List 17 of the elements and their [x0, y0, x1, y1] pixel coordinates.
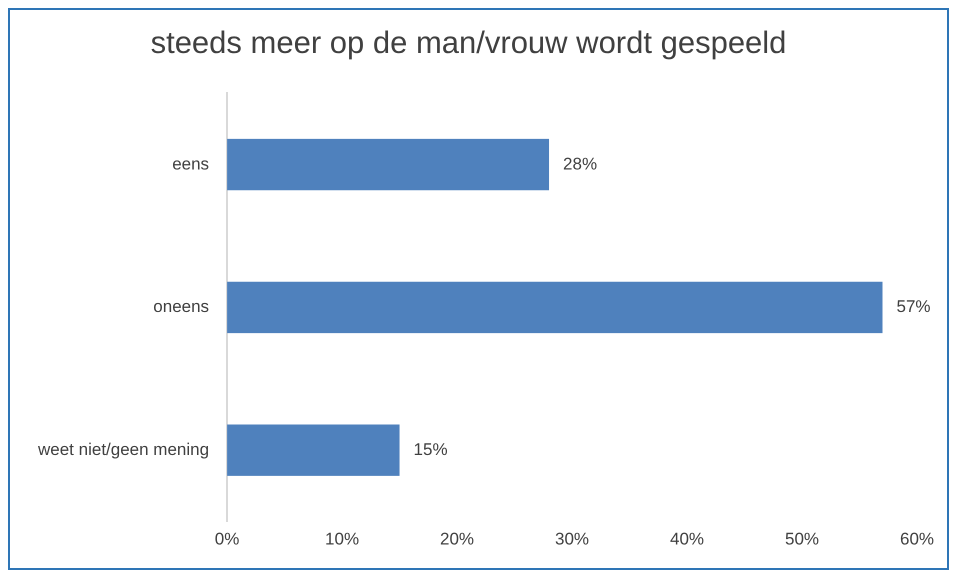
- x-tick-label: 40%: [670, 529, 704, 548]
- x-tick-label: 50%: [784, 529, 820, 548]
- x-tick-label: 20%: [440, 529, 474, 548]
- chart-title: steeds meer op de man/vrouw wordt gespeeld: [150, 25, 786, 60]
- y-tick-label: weet niet/geen mening: [37, 440, 210, 459]
- x-tick-label: 10%: [325, 529, 360, 548]
- bar: [227, 282, 883, 334]
- bar: [227, 424, 400, 476]
- data-label: 28%: [563, 154, 598, 174]
- x-tick-label: 60%: [900, 529, 934, 548]
- x-tick-label: 0%: [214, 529, 240, 548]
- y-tick-label: eens: [172, 154, 210, 174]
- x-tick-label: 30%: [555, 529, 590, 548]
- bar: [227, 138, 550, 190]
- y-tick-label: oneens: [153, 297, 210, 316]
- data-label: 15%: [414, 440, 448, 459]
- data-label: 57%: [896, 297, 931, 316]
